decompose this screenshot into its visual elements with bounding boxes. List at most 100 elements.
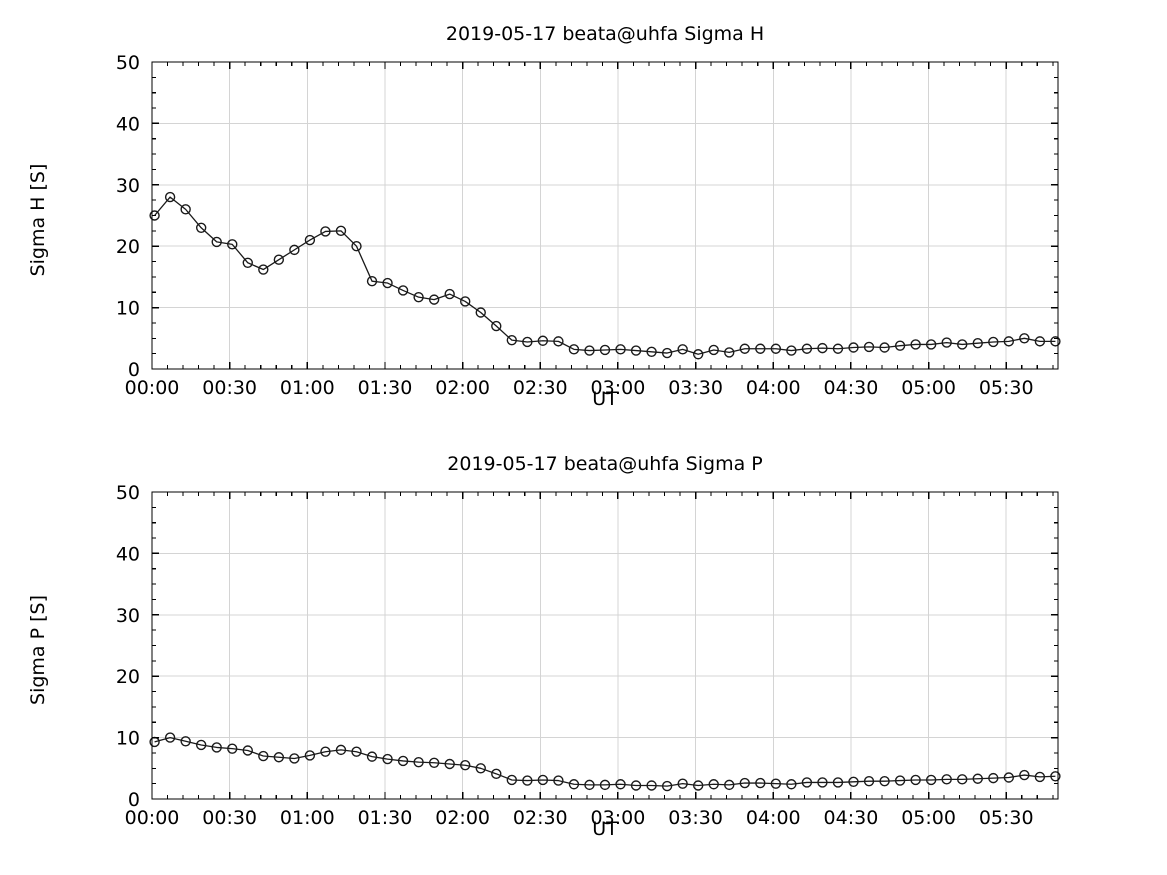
data-point-marker [1034, 336, 1046, 347]
data-point-marker [941, 774, 952, 785]
data-point-marker [304, 234, 316, 246]
xtick-label: 04:30 [824, 377, 879, 399]
data-point-marker [755, 777, 766, 789]
data-point-marker [475, 763, 486, 774]
ytick-label: 20 [116, 236, 140, 258]
data-point-marker [553, 775, 564, 786]
data-point-marker [770, 778, 782, 789]
data-point-marker [724, 779, 735, 791]
data-point-marker [413, 291, 424, 303]
ytick-label: 30 [116, 175, 140, 197]
data-point-marker [273, 752, 285, 763]
data-point-marker [1003, 772, 1015, 783]
data-point-marker [879, 342, 890, 353]
ytick-label: 10 [116, 298, 140, 320]
data-point-marker [537, 774, 549, 786]
data-point-marker [351, 240, 362, 252]
data-line [154, 196, 1056, 355]
data-series-h [149, 191, 1061, 360]
data-point-marker [988, 336, 999, 348]
data-point-marker [817, 777, 828, 788]
xtick-label: 05:00 [901, 377, 956, 399]
data-point-marker [972, 338, 983, 349]
sigma-h-svg: 2019-05-17 beata@uhfa Sigma H 0 10 20 30 40 5… [27, 23, 1061, 410]
data-point-marker [304, 750, 316, 761]
data-point-marker [832, 777, 844, 788]
data-point-marker [615, 344, 626, 355]
data-point-marker [553, 336, 564, 347]
data-point-marker [1034, 771, 1046, 783]
xtick-label: 03:00 [591, 807, 646, 829]
data-point-marker [568, 344, 580, 355]
data-point-marker [724, 347, 735, 358]
data-point-marker [646, 346, 657, 358]
xtick-label: 03:00 [591, 377, 646, 399]
data-point-marker [677, 778, 688, 789]
data-point-marker [444, 288, 455, 300]
chart-panel-sigma-p: 2019-05-17 beata@uhfa Sigma P 0 10 20 30 40 5… [0, 440, 1167, 870]
xtick-label: 05:30 [979, 377, 1034, 399]
axis-frame [151, 491, 1059, 800]
xtick-label: 01:30 [358, 807, 413, 829]
xtick-label: 04:00 [746, 807, 801, 829]
axis-ticklabels-p: 0 10 20 30 40 50 00:00 00:30 01:00 01:30 02:00 02:3… [116, 482, 1034, 829]
data-point-marker [351, 746, 362, 757]
data-point-marker [568, 779, 580, 790]
ytick-label: 20 [116, 666, 140, 688]
data-point-marker [537, 335, 549, 346]
data-point-marker [195, 739, 207, 751]
data-point-marker [258, 264, 269, 275]
data-point-marker [801, 777, 813, 788]
xtick-label: 02:30 [513, 377, 568, 399]
ytick-label: 40 [116, 113, 140, 135]
data-point-marker [397, 285, 409, 296]
data-point-marker [925, 774, 937, 786]
data-point-marker [164, 732, 176, 743]
data-point-marker [863, 341, 875, 353]
xtick-label: 03:30 [668, 807, 723, 829]
data-point-marker [646, 780, 657, 791]
data-point-marker [988, 772, 999, 784]
data-point-marker [817, 342, 828, 354]
data-point-marker [273, 254, 285, 265]
data-point-marker [382, 277, 393, 289]
data-point-marker [242, 257, 253, 268]
data-point-marker [584, 345, 595, 356]
data-point-marker [382, 753, 393, 765]
yaxis-label-p: Sigma P [S] [27, 595, 49, 705]
data-point-marker [149, 210, 160, 221]
xtick-label: 04:00 [746, 377, 801, 399]
data-point-marker [599, 779, 611, 791]
data-point-marker [894, 775, 906, 786]
data-point-marker [599, 344, 611, 356]
xtick-label: 00:00 [125, 377, 180, 399]
data-point-marker [692, 349, 704, 360]
chart-panel-sigma-h: 2019-05-17 beata@uhfa Sigma H 0 10 20 30 40 5… [0, 10, 1167, 440]
data-point-marker [832, 343, 844, 354]
data-point-marker [739, 343, 750, 354]
data-point-marker [957, 339, 968, 350]
data-point-marker [242, 745, 253, 756]
data-point-marker [910, 339, 921, 350]
data-point-marker [195, 222, 207, 233]
sigma-p-svg: 2019-05-17 beata@uhfa Sigma P 0 10 20 30 40 5… [27, 453, 1061, 840]
data-point-marker [786, 779, 797, 790]
data-point-marker [708, 344, 719, 356]
ytick-label: 40 [116, 543, 140, 565]
data-point-marker [428, 294, 440, 305]
data-point-marker [335, 225, 347, 237]
data-point-marker [258, 750, 269, 762]
xtick-label: 00:30 [202, 377, 257, 399]
data-point-marker [180, 204, 191, 215]
xtick-label: 05:30 [979, 807, 1034, 829]
data-point-marker [941, 337, 952, 348]
xtick-label: 01:30 [358, 377, 413, 399]
data-point-marker [227, 743, 238, 754]
data-point-marker [708, 779, 719, 790]
data-point-marker [615, 779, 626, 790]
xtick-label: 03:30 [668, 377, 723, 399]
axis-frame-h [151, 61, 1059, 370]
data-point-marker [584, 779, 595, 791]
data-point-marker [894, 340, 906, 351]
